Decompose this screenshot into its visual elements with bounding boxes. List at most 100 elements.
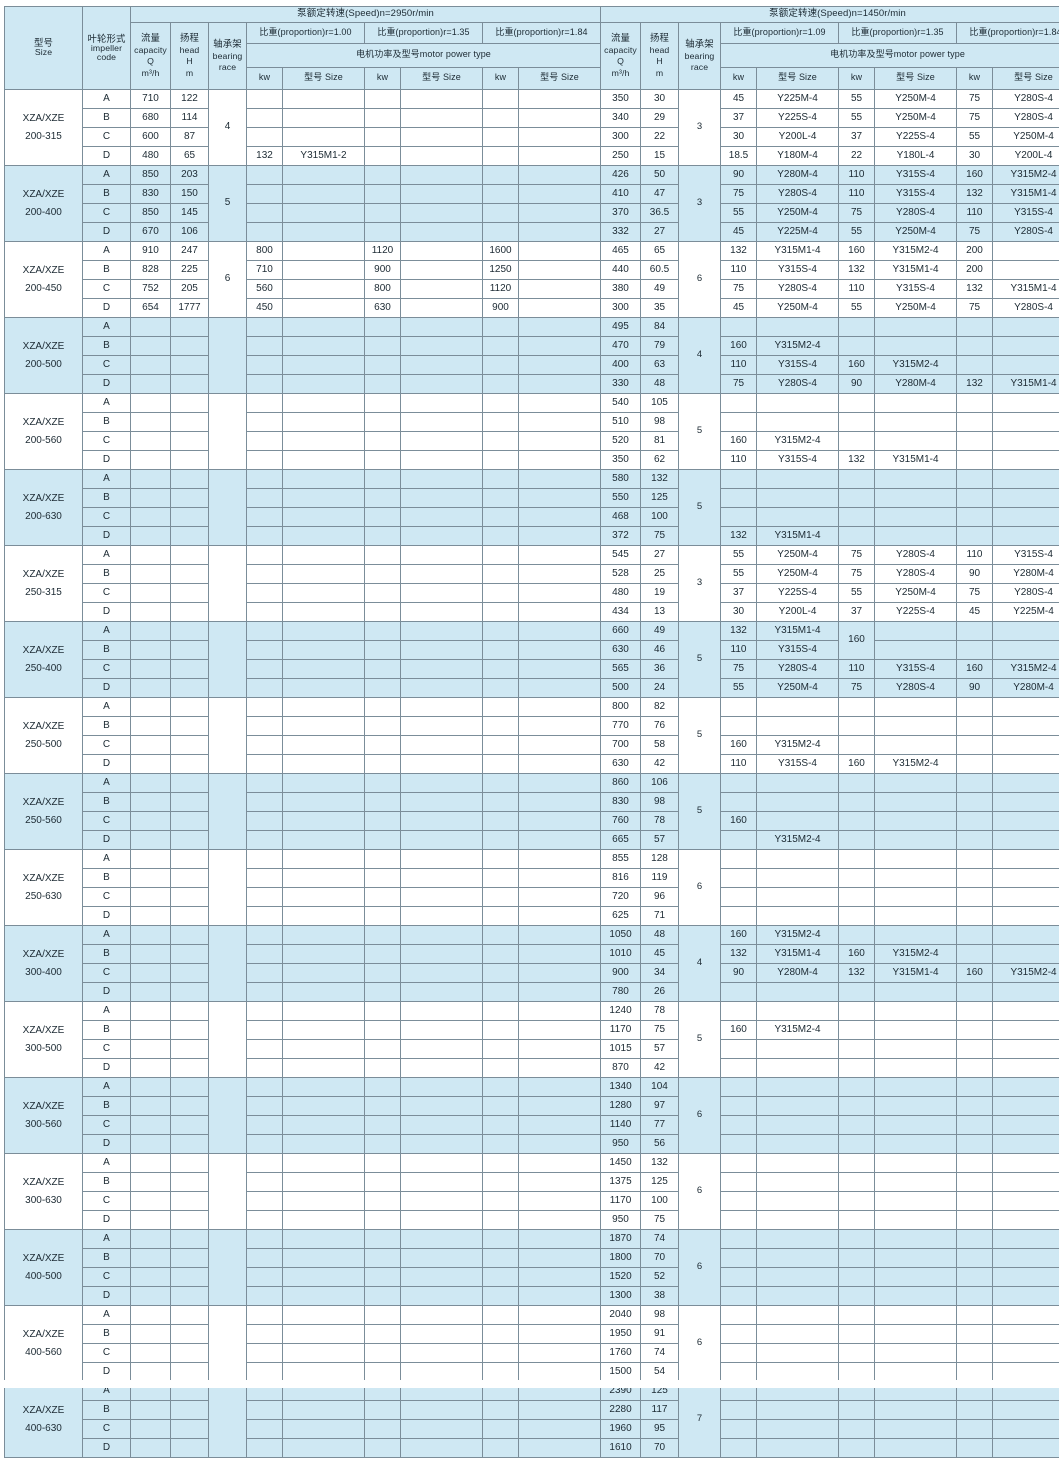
- motor-1450-r135-cell: [875, 869, 957, 888]
- kw-1450-r184-cell: [957, 1363, 993, 1382]
- kw-1450-r184-cell: 75: [957, 584, 993, 603]
- kw-2950-r184-cell: [483, 1078, 519, 1097]
- motor-1450-r184-cell: [993, 1344, 1059, 1363]
- motor-1450-r184-cell: [993, 261, 1059, 280]
- motor-1450-r135-cell: [875, 850, 957, 869]
- motor-1450-r184-cell: Y280S-4: [993, 90, 1059, 109]
- head-1450-cell: 36.5: [641, 204, 679, 223]
- motor-1450-r135-cell: [875, 1325, 957, 1344]
- model-size: 250-315: [5, 584, 82, 602]
- header-prop-100-left: 比重(proportion)r=1.00: [247, 23, 365, 44]
- motor-2950-r100-cell: [283, 318, 365, 337]
- header-capacity-unit-r: m³/h: [601, 68, 640, 80]
- motor-1450-r135-cell: [875, 698, 957, 717]
- motor-2950-r184-cell: [519, 337, 601, 356]
- motor-2950-r135-cell: [401, 793, 483, 812]
- kw-2950-r100-cell: [247, 603, 283, 622]
- motor-1450-r135-cell: Y250M-4: [875, 223, 957, 242]
- kw-1450-r109-cell: [721, 489, 757, 508]
- head-2950-cell: [171, 432, 209, 451]
- motor-2950-r184-cell: [519, 166, 601, 185]
- motor-1450-r184-cell: [993, 1021, 1059, 1040]
- bearing-race-1450-cell: 7: [679, 1382, 721, 1458]
- kw-2950-r135-cell: 1120: [365, 242, 401, 261]
- motor-1450-r109-cell: [757, 1363, 839, 1382]
- motor-1450-r135-cell: [875, 470, 957, 489]
- kw-1450-r184-cell: [957, 1021, 993, 1040]
- motor-2950-r184-cell: [519, 280, 601, 299]
- kw-2950-r135-cell: [365, 166, 401, 185]
- capacity-1450-cell: 1015: [601, 1040, 641, 1059]
- kw-2950-r100-cell: [247, 451, 283, 470]
- motor-2950-r100-cell: [283, 1002, 365, 1021]
- model-size: 200-450: [5, 280, 82, 298]
- capacity-1450-cell: 780: [601, 983, 641, 1002]
- motor-2950-r100-cell: [283, 812, 365, 831]
- head-1450-cell: 62: [641, 451, 679, 470]
- motor-1450-r135-cell: [875, 793, 957, 812]
- kw-1450-r109-cell: 132: [721, 945, 757, 964]
- motor-2950-r184-cell: [519, 698, 601, 717]
- kw-2950-r100-cell: [247, 1021, 283, 1040]
- motor-1450-r109-cell: [757, 983, 839, 1002]
- capacity-2950-cell: [131, 660, 171, 679]
- capacity-1450-cell: 434: [601, 603, 641, 622]
- capacity-2950-cell: [131, 1173, 171, 1192]
- kw-1450-r109-cell: [721, 1439, 757, 1458]
- kw-1450-r109-cell: [721, 318, 757, 337]
- capacity-1450-cell: 370: [601, 204, 641, 223]
- motor-2950-r184-cell: [519, 109, 601, 128]
- head-1450-cell: 71: [641, 907, 679, 926]
- kw-2950-r100-cell: [247, 204, 283, 223]
- motor-2950-r135-cell: [401, 1211, 483, 1230]
- kw-1450-r184-cell: [957, 451, 993, 470]
- head-2950-cell: 205: [171, 280, 209, 299]
- motor-1450-r109-cell: [757, 489, 839, 508]
- kw-2950-r135-cell: [365, 90, 401, 109]
- kw-1450-r184-cell: [957, 831, 993, 850]
- kw-2950-r135-cell: [365, 1078, 401, 1097]
- kw-1450-r135-cell: [839, 850, 875, 869]
- motor-1450-r184-cell: [993, 717, 1059, 736]
- capacity-1450-cell: 540: [601, 394, 641, 413]
- capacity-2950-cell: [131, 1135, 171, 1154]
- kw-1450-r109-cell: [721, 413, 757, 432]
- kw-2950-r184-cell: [483, 1135, 519, 1154]
- motor-1450-r135-cell: Y280S-4: [875, 565, 957, 584]
- header-head-unit-r: m: [641, 68, 678, 80]
- motor-2950-r135-cell: [401, 280, 483, 299]
- kw-1450-r109-cell: 160: [721, 926, 757, 945]
- kw-1450-r135-cell: [839, 1154, 875, 1173]
- kw-2950-r135-cell: [365, 964, 401, 983]
- motor-1450-r109-cell: Y315M1-4: [757, 527, 839, 546]
- kw-2950-r100-cell: [247, 1287, 283, 1306]
- motor-2950-r100-cell: [283, 945, 365, 964]
- capacity-1450-cell: 1800: [601, 1249, 641, 1268]
- kw-2950-r135-cell: [365, 793, 401, 812]
- kw-1450-r109-cell: 90: [721, 964, 757, 983]
- impeller-code-cell: B: [83, 185, 131, 204]
- header-capacity-en: capacity: [131, 45, 170, 57]
- kw-2950-r135-cell: 630: [365, 299, 401, 318]
- motor-1450-r109-cell: Y280M-4: [757, 964, 839, 983]
- capacity-1450-cell: 500: [601, 679, 641, 698]
- kw-2950-r100-cell: [247, 869, 283, 888]
- model-size: 250-560: [5, 812, 82, 830]
- kw-1450-r184-cell: [957, 622, 993, 641]
- kw-1450-r135-cell: [839, 1268, 875, 1287]
- motor-1450-r135-cell: [875, 1059, 957, 1078]
- capacity-1450-cell: 480: [601, 584, 641, 603]
- motor-2950-r135-cell: [401, 394, 483, 413]
- motor-1450-r135-cell: [875, 1363, 957, 1382]
- motor-2950-r100-cell: [283, 1420, 365, 1439]
